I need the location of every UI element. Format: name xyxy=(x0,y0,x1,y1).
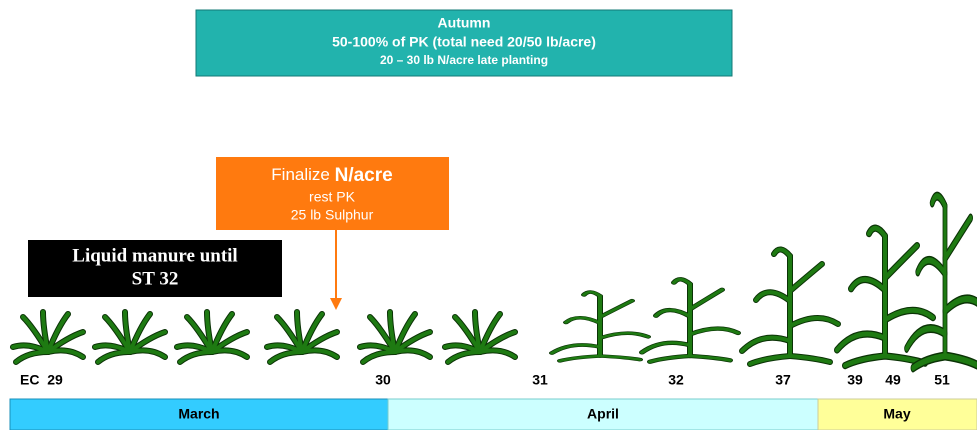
finalize-prefix: Finalize xyxy=(271,165,330,184)
finalize-line: 25 lb Sulphur xyxy=(291,207,374,223)
stage-label: 51 xyxy=(934,372,950,388)
manure-box xyxy=(28,240,282,297)
manure-line: ST 32 xyxy=(132,268,179,289)
autumn-line: 20 – 30 lb N/acre late planting xyxy=(380,53,548,67)
autumn-line: 50-100% of PK (total need 20/50 lb/acre) xyxy=(332,34,596,50)
finalize-emphasis: N/acre xyxy=(335,165,393,186)
arrow-head xyxy=(330,298,342,310)
month-bar xyxy=(9,398,389,430)
autumn-box xyxy=(195,9,733,77)
month-label: May xyxy=(883,406,910,422)
stage-label: 39 xyxy=(847,372,863,388)
finalize-box xyxy=(216,157,449,230)
stage-label: 32 xyxy=(668,372,684,388)
finalize-title: Finalize N/acre xyxy=(271,165,392,186)
stage-label: 31 xyxy=(532,372,548,388)
month-bar xyxy=(817,398,977,430)
stage-labels: EC 29 30 31 32 37 39 49 51 xyxy=(20,372,950,388)
manure-line: Liquid manure until xyxy=(72,245,237,266)
autumn-title: Autumn xyxy=(438,15,491,31)
month-label: March xyxy=(178,406,219,422)
finalize-line: rest PK xyxy=(309,189,356,205)
stage-label: 37 xyxy=(775,372,791,388)
stage-label: 30 xyxy=(375,372,391,388)
stage-label: 49 xyxy=(885,372,901,388)
month-bar xyxy=(387,398,819,430)
month-label: April xyxy=(587,406,619,422)
stage-label: EC 29 xyxy=(20,372,63,388)
